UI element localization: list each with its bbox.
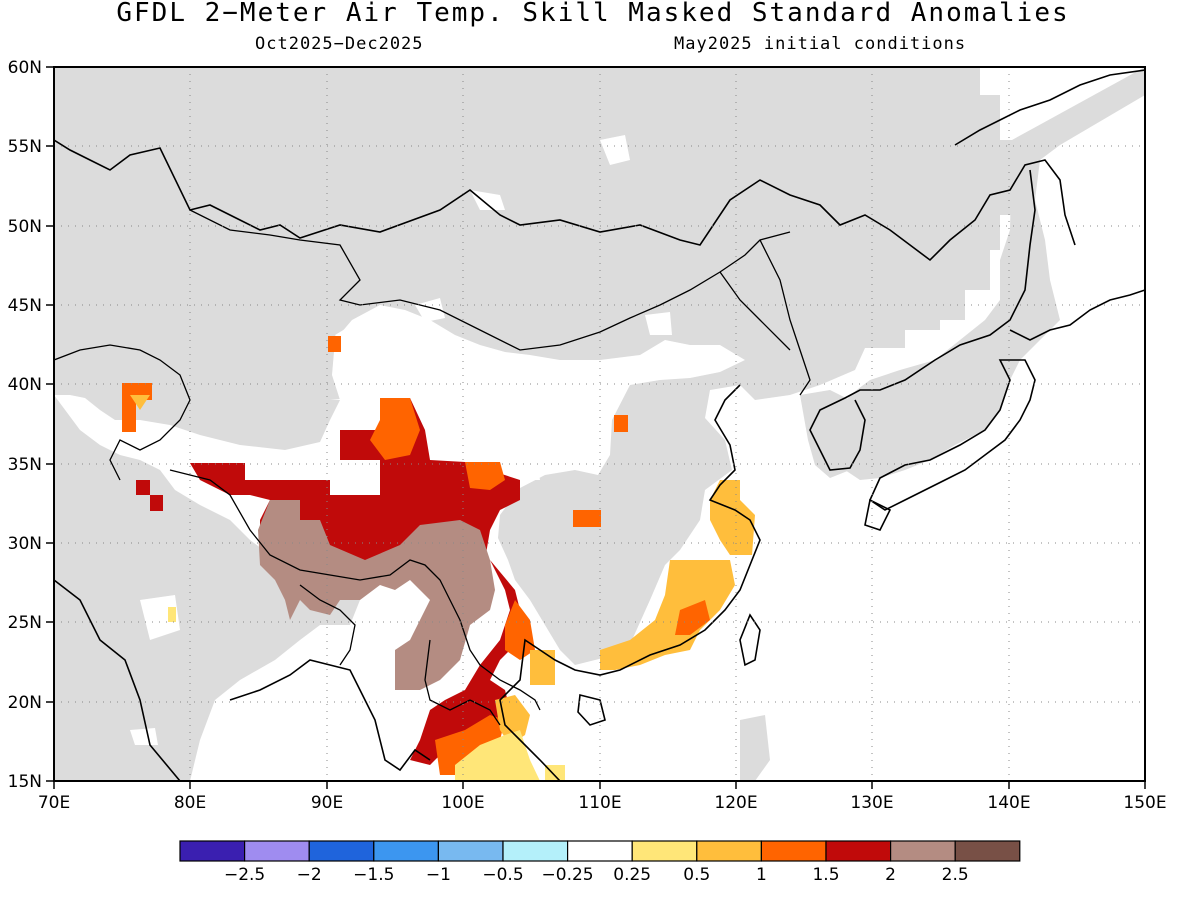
anomaly-qaidam-orange <box>370 398 420 460</box>
lat-label: 60N <box>8 58 42 78</box>
anomaly-kashmir-gold <box>130 395 150 410</box>
colorbar-label: 1 <box>756 865 767 885</box>
colorbar-swatch <box>696 840 762 862</box>
masked-land-west <box>54 395 360 781</box>
lon-label: 120E <box>714 793 757 813</box>
lat-label: 55N <box>8 137 42 157</box>
lon-label: 110E <box>578 793 621 813</box>
colorbar-label: −0.5 <box>482 865 523 885</box>
lon-label: 100E <box>441 793 484 813</box>
lon-label: 70E <box>38 793 70 813</box>
axis-ticks <box>46 66 1146 789</box>
anomaly-indochina-yellow <box>455 730 540 781</box>
lat-label: 35N <box>8 455 42 475</box>
coastlines <box>54 69 1145 781</box>
initial-conditions-subtitle: May2025 initial conditions <box>674 34 967 54</box>
lat-label: 30N <box>8 534 42 554</box>
colorbar-label: −2.5 <box>224 865 265 885</box>
unmasked-patch <box>140 595 180 640</box>
anomaly-tarim-orange <box>465 462 505 490</box>
unmasked-patch <box>330 395 540 480</box>
anomaly-indochina-yellow <box>545 765 565 781</box>
colorbar-swatch <box>825 840 892 862</box>
anomaly-india-yellow <box>168 607 176 622</box>
colorbar-swatch <box>631 840 698 862</box>
colorbar-label: 1.5 <box>812 865 839 885</box>
colorbar-swatch <box>244 840 310 862</box>
lon-label: 90E <box>311 793 343 813</box>
lat-label: 25N <box>8 613 42 633</box>
unmasked-patch <box>645 312 672 335</box>
colorbar-label: −0.25 <box>542 865 594 885</box>
unmasked-patch <box>335 320 365 358</box>
colorbar-swatch <box>889 840 956 862</box>
period-subtitle: Oct2025−Dec2025 <box>255 34 424 54</box>
map-title: GFDL 2−Meter Air Temp. Skill Masked Stan… <box>116 0 1070 28</box>
country-borders <box>54 209 811 726</box>
anomaly-se-china-gold <box>600 560 735 670</box>
anomaly-indochina-orange <box>505 600 535 660</box>
colorbar: −2.5 −2 −1.5 −1 −0.5 −0.25 0.25 0.5 1 1.5 2 2.5 <box>179 840 1021 885</box>
anomaly-indochina-orange <box>435 715 505 775</box>
colorbar-label: 2.5 <box>942 865 969 885</box>
unmasked-patch <box>130 728 158 745</box>
colorbar-swatch <box>566 840 633 862</box>
anomaly-se-china-orange <box>675 600 710 635</box>
lat-label: 40N <box>8 375 42 395</box>
colorbar-swatch <box>502 840 569 862</box>
colorbar-swatch <box>179 840 246 862</box>
lon-label: 150E <box>1123 793 1166 813</box>
unmasked-patch <box>600 135 630 165</box>
colorbar-label: −1.5 <box>353 865 394 885</box>
anomaly-indochina-gold <box>495 695 530 745</box>
anomaly-tibet-brown <box>258 500 495 690</box>
lat-label: 50N <box>8 217 42 237</box>
masked-korea <box>800 390 860 478</box>
anomaly-kashmir-red <box>136 480 163 511</box>
colorbar-swatch <box>954 840 1021 862</box>
lat-label: 45N <box>8 296 42 316</box>
anomaly-north-china-orange <box>614 415 628 432</box>
colorbar-swatch <box>437 840 504 862</box>
masked-philippines <box>740 715 770 781</box>
anomaly-laos-gold <box>530 650 555 685</box>
anomaly-east-china-gold <box>710 480 755 555</box>
colorbar-label: −2 <box>297 865 322 885</box>
colorbar-swatch <box>760 840 827 862</box>
colorbar-label: 0.25 <box>613 865 651 885</box>
colorbar-label: 2 <box>885 865 896 885</box>
colorbar-label: 0.5 <box>683 865 710 885</box>
masked-land <box>54 67 1012 665</box>
anomaly-central-china-orange <box>573 510 601 527</box>
graticule <box>54 67 1145 781</box>
colorbar-label: −1 <box>426 865 451 885</box>
lon-label: 80E <box>174 793 206 813</box>
unmasked-patch <box>470 190 505 210</box>
anomaly-mongolia-orange <box>328 336 341 352</box>
lon-label: 140E <box>987 793 1030 813</box>
unmasked-patch <box>415 298 445 322</box>
lon-label: 130E <box>850 793 893 813</box>
colorbar-swatch <box>308 840 375 862</box>
lat-label: 20N <box>8 693 42 713</box>
colorbar-swatch <box>373 840 439 862</box>
lat-label: 15N <box>8 772 42 792</box>
